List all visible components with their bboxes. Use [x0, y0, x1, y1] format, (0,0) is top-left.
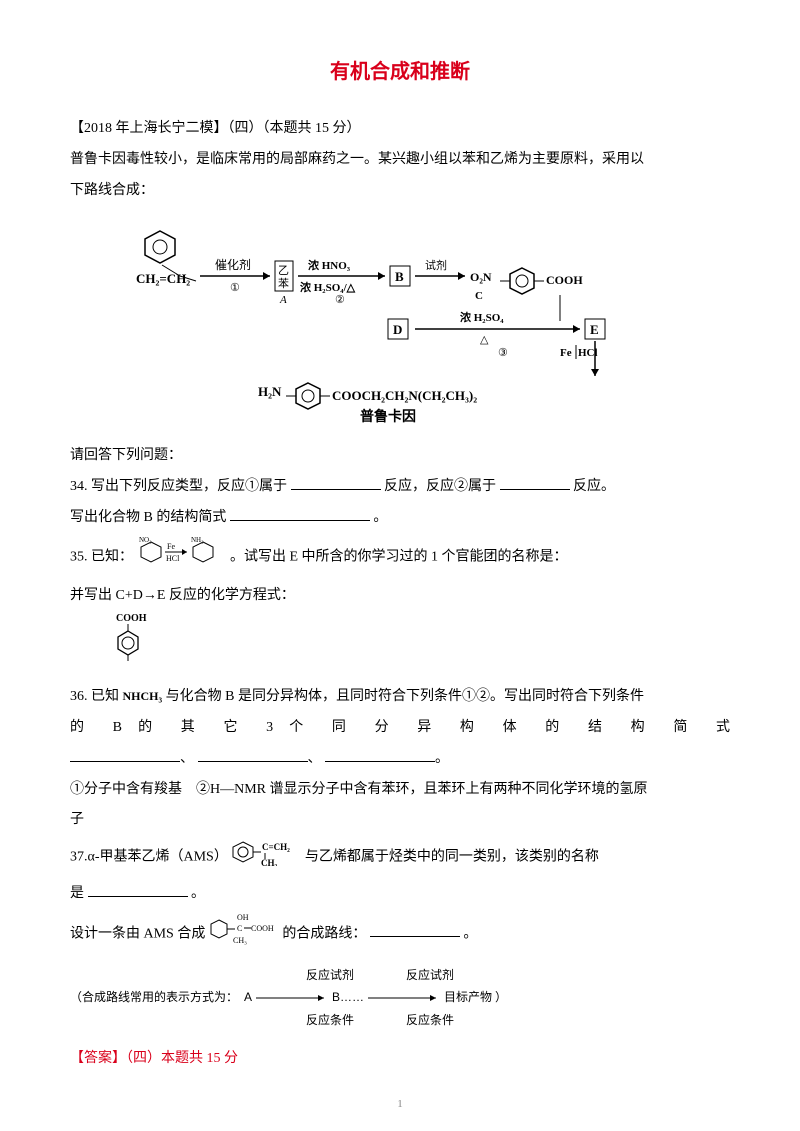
- q35-line2: 并写出 C+D→E 反应的化学方程式：: [70, 581, 730, 612]
- q36-sparse: 的 B 的 其 它 3 个 同 分 异 构 体 的 结 构 简 式: [70, 713, 730, 744]
- svg-text:COOH: COOH: [116, 613, 147, 624]
- q37-line3: 设计一条由 AMS 合成 OH C COOH CH₃ 的合成路线： 。: [70, 910, 730, 959]
- q37-d: 。: [191, 886, 205, 901]
- target-structure: OH C COOH CH₃: [209, 910, 279, 959]
- page-number: 1: [397, 1092, 403, 1116]
- source-text: 【2018 年上海长宁二模】（四）（本题共 15 分）: [70, 121, 361, 136]
- svg-text:OH: OH: [237, 913, 249, 922]
- synth-bot-2: 反应条件: [380, 1012, 480, 1029]
- q37-f: 的合成路线：: [282, 926, 366, 941]
- svg-text:C: C: [237, 924, 242, 933]
- blank-34-3: [230, 506, 370, 521]
- synth-tgt: 目标产物 ）: [444, 989, 507, 1006]
- intro-2: 下路线合成：: [70, 176, 730, 207]
- svg-text:乙: 乙: [278, 264, 289, 277]
- svg-text:H₂N: H₂N: [258, 384, 282, 399]
- svg-text:CH₂=CH₂: CH₂=CH₂: [136, 271, 190, 286]
- svg-text:C: C: [475, 290, 483, 302]
- svg-text:NH₂: NH₂: [191, 536, 204, 544]
- svg-text:COOH: COOH: [251, 924, 274, 933]
- ams-structure: C=CH₂ CH₃: [231, 836, 301, 879]
- q34-a: 34. 写出下列反应类型，反应①属于: [70, 479, 287, 494]
- svg-text:NO₂: NO₂: [139, 536, 152, 544]
- svg-text:浓 H₂SO₄/△: 浓 H₂SO₄/△: [300, 280, 356, 294]
- blank-37-1: [88, 882, 188, 897]
- svg-text:COOH: COOH: [546, 273, 583, 287]
- svg-text:Fe: Fe: [167, 542, 175, 551]
- q37-line2: 是 。: [70, 879, 730, 910]
- svg-text:③: ③: [498, 347, 508, 359]
- svg-text:D: D: [393, 322, 402, 337]
- svg-text:Fe: Fe: [560, 347, 572, 359]
- q37-b: 与乙烯都属于烃类中的同一类别，该类别的名称: [305, 850, 599, 865]
- svg-text:②: ②: [335, 294, 345, 306]
- svg-text:C=CH₂: C=CH₂: [262, 842, 290, 852]
- catalyst-label: 催化剂: [215, 257, 251, 272]
- svg-text:COOCH₂CH₂N(CH₂CH₃)₂: COOCH₂CH₂N(CH₂CH₃)₂: [332, 388, 477, 403]
- q36-cond-b: 子: [70, 805, 730, 836]
- q37-e: 设计一条由 AMS 合成: [70, 926, 205, 941]
- q36-cond1: ①分子中含有羧基: [70, 782, 182, 797]
- synth-hint-a: （合成路线常用的表示方式为：: [70, 989, 238, 1006]
- svg-text:试剂: 试剂: [425, 258, 447, 272]
- svg-text:E: E: [590, 322, 599, 337]
- blank-36-1: [70, 747, 180, 762]
- blank-34-1: [291, 475, 381, 490]
- q37-line1: 37.α-甲基苯乙烯（AMS） C=CH₂ CH₃ 与乙烯都属于烃类中的同一类别…: [70, 836, 730, 879]
- blank-34-2: [500, 475, 570, 490]
- svg-text:HCl: HCl: [578, 347, 598, 359]
- blank-36-2: [198, 747, 308, 762]
- q36-structure: COOH: [100, 611, 730, 682]
- blank-37-2: [370, 922, 460, 937]
- svg-text:CH₃: CH₃: [261, 858, 278, 866]
- svg-text:普鲁卡因: 普鲁卡因: [360, 408, 416, 425]
- q34-line1: 34. 写出下列反应类型，反应①属于 反应，反应②属于 反应。: [70, 472, 730, 503]
- q34-c: 反应。: [573, 479, 615, 494]
- q36-a: 36. 已知: [70, 689, 119, 704]
- svg-text:CH₃: CH₃: [233, 936, 247, 945]
- svg-text:苯: 苯: [278, 276, 289, 290]
- q37-a: 37.α-甲基苯乙烯（AMS）: [70, 850, 228, 865]
- synth-A: A: [244, 989, 252, 1006]
- q37-g: 。: [463, 926, 477, 941]
- blank-36-3: [325, 747, 435, 762]
- svg-text:△: △: [480, 334, 489, 346]
- reaction-scheme: CH₂=CH₂ 催化剂 ① 乙 苯 A 浓 HNO₃ 浓 H₂SO₄/△ ② B…: [130, 221, 730, 431]
- source-line: 【2018 年上海长宁二模】（四）（本题共 15 分）: [70, 114, 730, 145]
- q35-line1: 35. 已知： NO₂ Fe HCl NH₂ 。试写出 E 中所含的你学习过的 …: [70, 534, 730, 581]
- q36-cond2: ②H—NMR 谱显示分子中含有苯环，且苯环上有两种不同化学环境的氢原: [196, 782, 648, 797]
- q36-line1: 36. 已知 NHCH₃ 与化合物 B 是同分异构体，且同时符合下列条件①②。写…: [70, 682, 730, 713]
- q34-line2: 写出化合物 B 的结构简式 。: [70, 503, 730, 534]
- q37-c: 是: [70, 886, 84, 901]
- svg-text:浓 H₂SO₄: 浓 H₂SO₄: [460, 310, 504, 324]
- svg-text:A: A: [279, 294, 287, 306]
- q34-d: 写出化合物 B 的结构简式: [70, 510, 226, 525]
- svg-text:HCl: HCl: [166, 554, 180, 563]
- q34-e: 。: [373, 510, 387, 525]
- q36-cond: ①分子中含有羧基 ②H—NMR 谱显示分子中含有苯环，且苯环上有两种不同化学环境…: [70, 775, 730, 806]
- q36-nhch3: NHCH₃: [123, 689, 163, 703]
- page-title: 有机合成和推断: [70, 50, 730, 94]
- svg-text:O₂N: O₂N: [470, 270, 492, 284]
- synth-top-1: 反应试剂: [280, 967, 380, 984]
- answer-heading: 【答案】（四）本题共 15 分: [70, 1044, 730, 1075]
- synth-mid: B……: [332, 989, 364, 1006]
- intro-1: 普鲁卡因毒性较小，是临床常用的局部麻药之一。某兴趣小组以苯和乙烯为主要原料，采用…: [70, 145, 730, 176]
- q35-a: 35. 已知：: [70, 549, 133, 564]
- q36-b: 与化合物 B 是同分异构体，且同时符合下列条件①②。写出同时符合下列条件: [166, 689, 644, 704]
- q34-b: 反应，反应②属于: [384, 479, 496, 494]
- q36-blanks: 、 、 。: [70, 744, 730, 775]
- synth-hint-block: 反应试剂 反应试剂 （合成路线常用的表示方式为： A B…… 目标产物 ） 反应…: [70, 967, 730, 1029]
- q35-structure: NO₂ Fe HCl NH₂: [137, 534, 227, 581]
- svg-text:B: B: [395, 269, 404, 284]
- synth-bot-1: 反应条件: [280, 1012, 380, 1029]
- synth-top-2: 反应试剂: [380, 967, 480, 984]
- q-intro: 请回答下列问题：: [70, 441, 730, 472]
- svg-text:①: ①: [230, 282, 240, 294]
- svg-text:浓 HNO₃: 浓 HNO₃: [308, 258, 351, 272]
- q35-b: 。试写出 E 中所含的你学习过的 1 个官能团的名称是：: [230, 549, 568, 564]
